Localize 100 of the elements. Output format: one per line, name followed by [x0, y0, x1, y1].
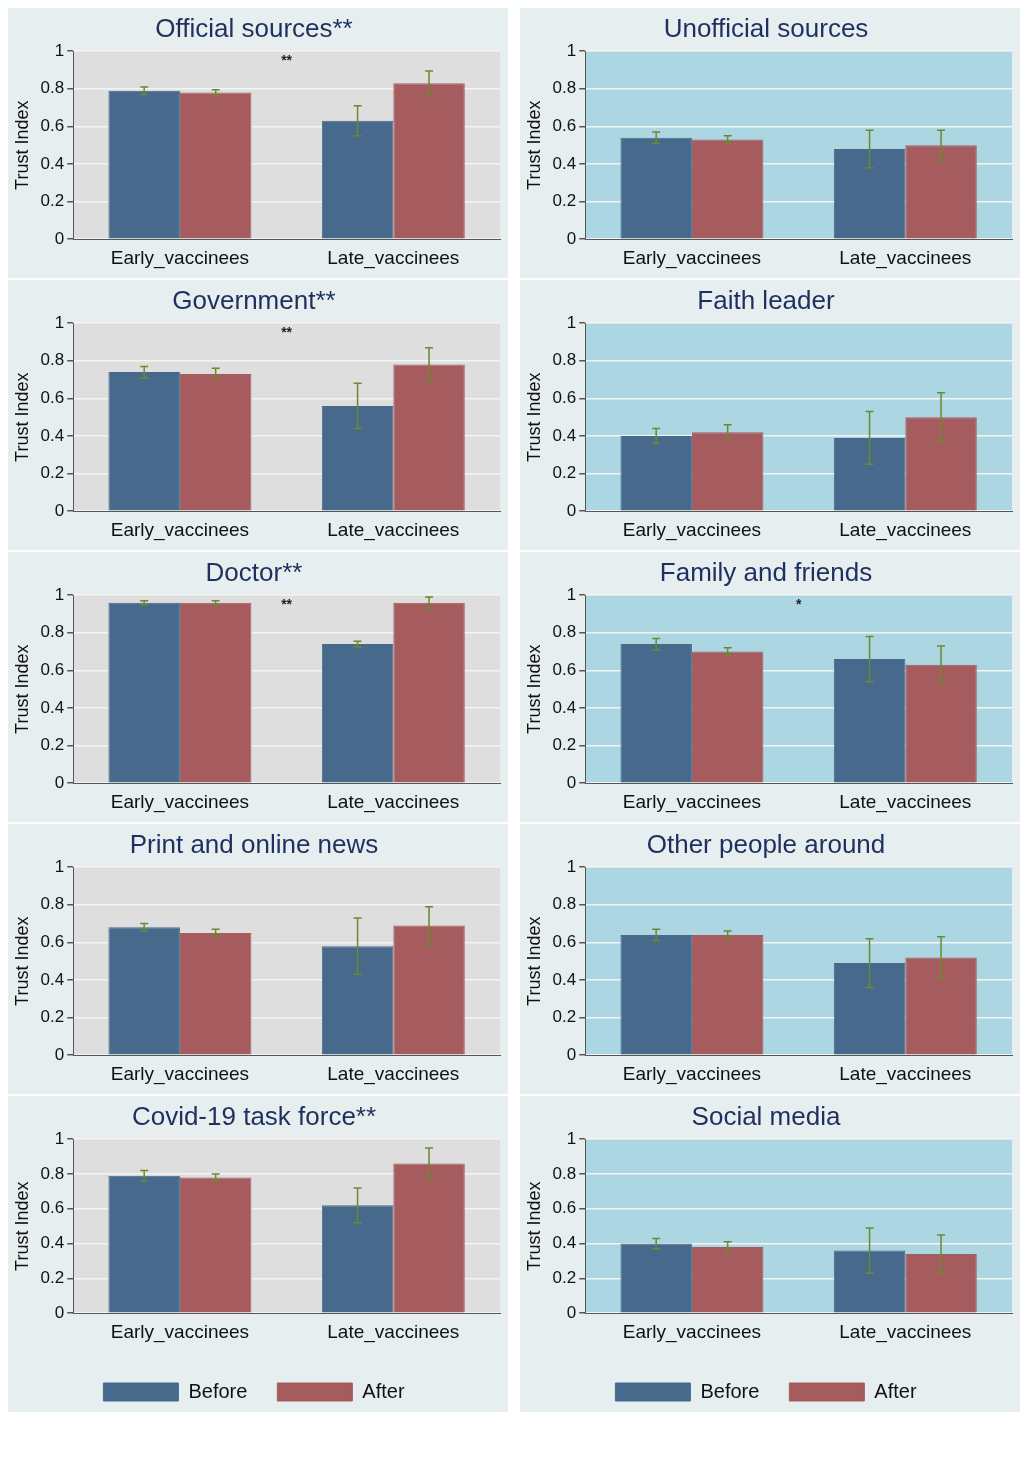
- y-tick-label: 0.8: [552, 622, 577, 642]
- annotation: **: [281, 324, 293, 341]
- y-tick-label: 0.4: [552, 969, 577, 989]
- y-tick-label: 0.8: [40, 350, 65, 370]
- x-tick-label: Late_vaccinees: [839, 1320, 972, 1343]
- y-axis-title: Trust Index: [523, 916, 544, 1006]
- x-tick-label: Late_vaccinees: [839, 790, 972, 813]
- y-tick-label: 0: [566, 772, 577, 792]
- y-tick-label: 1: [54, 1128, 65, 1148]
- x-tick-label: Late_vaccinees: [327, 790, 460, 813]
- y-tick-label: 0.8: [40, 78, 65, 98]
- chart-title: Unofficial sources: [663, 12, 869, 43]
- y-tick-label: 1: [566, 40, 577, 60]
- y-tick-label: 0.6: [552, 932, 577, 952]
- y-tick-label: 0.8: [552, 894, 577, 914]
- y-axis-title: Trust Index: [523, 100, 544, 190]
- y-tick-label: 0.8: [40, 1163, 65, 1183]
- y-tick-label: 0.2: [40, 1268, 65, 1288]
- y-tick-label: 0.4: [40, 969, 65, 989]
- y-tick-label: 0.2: [40, 735, 65, 755]
- x-tick-label: Early_vaccinees: [110, 790, 250, 813]
- chart-title: Doctor**: [205, 556, 303, 587]
- y-tick-label: 0: [566, 1302, 577, 1322]
- legend-label: After: [362, 1379, 405, 1402]
- y-axis-title: Trust Index: [11, 916, 32, 1006]
- y-tick-label: 1: [54, 40, 65, 60]
- y-tick-label: 1: [566, 312, 577, 332]
- legend-label: Before: [188, 1379, 248, 1402]
- y-tick-label: 1: [566, 584, 577, 604]
- y-axis-title: Trust Index: [523, 644, 544, 734]
- y-tick-label: 0.8: [552, 78, 577, 98]
- chart-title: Government**: [172, 284, 336, 315]
- x-tick-label: Early_vaccinees: [110, 1062, 250, 1085]
- y-tick-label: 0.4: [552, 425, 577, 445]
- y-tick-label: 0.8: [552, 350, 577, 370]
- chart-title: Covid-19 task force**: [131, 1100, 377, 1131]
- x-tick-label: Late_vaccinees: [327, 1320, 460, 1343]
- y-tick-label: 0.6: [40, 1198, 65, 1218]
- y-tick-label: 0.2: [40, 1007, 65, 1027]
- y-tick-label: 0.6: [552, 116, 577, 136]
- y-tick-label: 0.4: [40, 1233, 65, 1253]
- y-tick-label: 0.2: [40, 463, 65, 483]
- x-tick-label: Late_vaccinees: [327, 518, 460, 541]
- y-tick-label: 1: [566, 856, 577, 876]
- y-tick-label: 0: [54, 500, 65, 520]
- y-tick-label: 1: [566, 1128, 577, 1148]
- y-tick-label: 0.6: [552, 660, 577, 680]
- y-axis-title: Trust Index: [11, 372, 32, 462]
- annotation: *: [795, 596, 802, 613]
- chart-title: Print and online news: [129, 828, 379, 859]
- y-tick-label: 0.6: [40, 388, 65, 408]
- y-tick-label: 0: [566, 1044, 577, 1064]
- x-tick-label: Early_vaccinees: [110, 1320, 250, 1343]
- y-tick-label: 0: [566, 500, 577, 520]
- x-tick-label: Early_vaccinees: [622, 790, 762, 813]
- y-tick-label: 0.2: [552, 735, 577, 755]
- legend-label: After: [874, 1379, 917, 1402]
- y-tick-label: 0: [54, 772, 65, 792]
- y-tick-label: 0.4: [552, 153, 577, 173]
- x-tick-label: Early_vaccinees: [110, 518, 250, 541]
- x-tick-label: Early_vaccinees: [622, 1320, 762, 1343]
- x-tick-label: Early_vaccinees: [622, 1062, 762, 1085]
- chart-title: Other people around: [646, 828, 886, 859]
- x-tick-label: Late_vaccinees: [839, 1062, 972, 1085]
- y-tick-label: 0: [54, 1044, 65, 1064]
- legend-label: Before: [700, 1379, 760, 1402]
- y-tick-label: 0.6: [40, 932, 65, 952]
- y-tick-label: 0.2: [552, 191, 577, 211]
- y-tick-label: 0.2: [40, 191, 65, 211]
- y-tick-label: 0.2: [552, 1007, 577, 1027]
- y-tick-label: 0.6: [40, 116, 65, 136]
- y-tick-label: 0: [54, 228, 65, 248]
- y-tick-label: 0.6: [552, 388, 577, 408]
- y-tick-label: 0.8: [40, 622, 65, 642]
- y-axis-title: Trust Index: [523, 372, 544, 462]
- y-tick-label: 1: [54, 312, 65, 332]
- y-tick-label: 0: [54, 1302, 65, 1322]
- y-tick-label: 0.4: [40, 153, 65, 173]
- y-axis-title: Trust Index: [523, 1181, 544, 1271]
- y-tick-label: 0.8: [552, 1163, 577, 1183]
- y-tick-label: 0.2: [552, 1268, 577, 1288]
- y-tick-label: 0.6: [40, 660, 65, 680]
- annotation: **: [281, 596, 293, 613]
- chart-title: Official sources**: [155, 12, 353, 43]
- x-tick-label: Early_vaccinees: [110, 246, 250, 269]
- y-tick-label: 0.8: [40, 894, 65, 914]
- y-tick-label: 0.6: [552, 1198, 577, 1218]
- y-axis-title: Trust Index: [11, 644, 32, 734]
- y-tick-label: 0.2: [552, 463, 577, 483]
- chart-title: Faith leader: [697, 284, 835, 315]
- y-tick-label: 0.4: [40, 425, 65, 445]
- y-tick-label: 0: [566, 228, 577, 248]
- chart-title: Family and friends: [659, 556, 873, 587]
- x-tick-label: Late_vaccinees: [327, 246, 460, 269]
- y-tick-label: 1: [54, 856, 65, 876]
- annotation: **: [281, 52, 293, 69]
- y-tick-label: 0.4: [552, 697, 577, 717]
- x-tick-label: Late_vaccinees: [839, 518, 972, 541]
- y-tick-label: 1: [54, 584, 65, 604]
- y-tick-label: 0.4: [40, 697, 65, 717]
